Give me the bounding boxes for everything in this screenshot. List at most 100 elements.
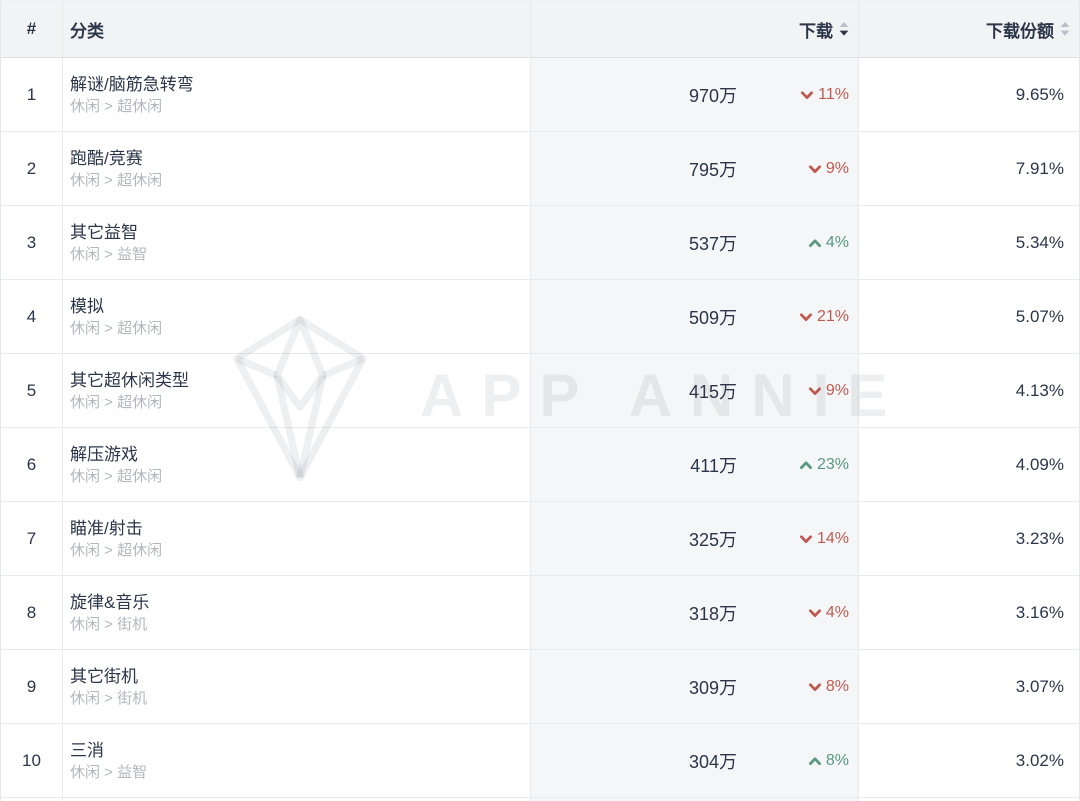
change-percent: 11%	[818, 85, 849, 103]
table-row: 9 其它街机 休闲 > 街机 309万 8% 3.07%	[1, 650, 1079, 724]
downloads-cell: 415万 9%	[531, 354, 859, 427]
category-name: 瞄准/射击	[70, 518, 143, 538]
category-name: 跑酷/竞赛	[70, 148, 143, 168]
category-cell: 解压游戏 休闲 > 超休闲	[63, 428, 531, 501]
downloads-cell: 970万 11%	[531, 58, 859, 131]
change-percent: 4%	[825, 603, 849, 621]
rank-cell: 8	[1, 576, 63, 649]
table-row: 5 其它超休闲类型 休闲 > 超休闲 415万 9% 4.13%	[1, 354, 1079, 428]
downloads-cell: 537万 4%	[531, 206, 859, 279]
sort-desc-active-icon	[839, 22, 849, 36]
rank-cell: 1	[1, 58, 63, 131]
downloads-value: 304万	[688, 751, 737, 772]
downloads-change: 9%	[737, 160, 849, 178]
downloads-value: 318万	[688, 603, 737, 624]
share-cell: 9.65%	[1015, 84, 1064, 104]
share-cell: 4.13%	[1015, 380, 1064, 400]
category-cell: 三消 休闲 > 益智	[63, 724, 531, 797]
trend-down-icon	[808, 164, 821, 173]
table-row: 10 三消 休闲 > 益智 304万 8% 3.02%	[1, 724, 1079, 798]
downloads-value: 415万	[688, 381, 737, 402]
category-path: 休闲 > 街机	[70, 689, 148, 707]
category-cell: 其它街机 休闲 > 街机	[63, 650, 531, 723]
downloads-value: 509万	[688, 307, 737, 328]
change-percent: 14%	[816, 529, 849, 547]
downloads-change: 14%	[737, 530, 849, 548]
downloads-value: 795万	[688, 159, 737, 180]
downloads-value: 411万	[690, 455, 737, 476]
downloads-change: 21%	[737, 308, 849, 326]
trend-down-icon	[808, 682, 821, 691]
downloads-cell: 411万 23%	[531, 428, 859, 501]
trend-up-icon	[808, 238, 821, 247]
share-cell: 3.23%	[1015, 528, 1064, 548]
downloads-value: 309万	[688, 677, 737, 698]
category-name: 模拟	[70, 296, 104, 316]
rank-cell: 7	[1, 502, 63, 575]
category-name: 解压游戏	[70, 444, 138, 464]
trend-down-icon	[808, 386, 821, 395]
downloads-change: 23%	[737, 456, 849, 474]
header-rank: #	[1, 1, 63, 57]
change-percent: 21%	[816, 307, 849, 325]
category-name: 旋律&音乐	[70, 592, 150, 612]
trend-up-icon	[808, 756, 821, 765]
sort-inactive-icon	[1060, 22, 1070, 36]
share-cell: 3.02%	[1015, 750, 1064, 770]
change-percent: 9%	[825, 381, 849, 399]
rank-cell: 2	[1, 132, 63, 205]
change-percent: 9%	[825, 159, 849, 177]
category-cell: 旋律&音乐 休闲 > 街机	[63, 576, 531, 649]
category-path: 休闲 > 益智	[70, 245, 148, 263]
category-name: 解谜/脑筋急转弯	[70, 74, 194, 94]
trend-down-icon	[808, 608, 821, 617]
category-name: 其它街机	[70, 666, 138, 686]
change-percent: 23%	[816, 455, 849, 473]
table-row: 6 解压游戏 休闲 > 超休闲 411万 23% 4.09%	[1, 428, 1079, 502]
rank-cell: 5	[1, 354, 63, 427]
trend-down-icon	[799, 312, 812, 321]
category-name: 其它超休闲类型	[70, 370, 189, 390]
header-category: 分类	[63, 1, 531, 57]
category-path: 休闲 > 街机	[70, 615, 148, 633]
downloads-value: 970万	[688, 85, 737, 106]
category-path: 休闲 > 益智	[70, 763, 148, 781]
downloads-change: 8%	[737, 678, 849, 696]
table-header-row: # 分类 下载 下载份额	[1, 1, 1079, 58]
rank-cell: 9	[1, 650, 63, 723]
downloads-cell: 509万 21%	[531, 280, 859, 353]
rank-cell: 10	[1, 724, 63, 797]
change-percent: 4%	[825, 233, 849, 251]
share-cell: 4.09%	[1015, 454, 1064, 474]
share-cell: 7.91%	[1015, 158, 1064, 178]
downloads-cell: 318万 4%	[531, 576, 859, 649]
downloads-change: 9%	[737, 382, 849, 400]
downloads-value: 325万	[688, 529, 737, 550]
table-row: 1 解谜/脑筋急转弯 休闲 > 超休闲 970万 11% 9.65%	[1, 58, 1079, 132]
category-path: 休闲 > 超休闲	[70, 97, 163, 115]
downloads-cell: 309万 8%	[531, 650, 859, 723]
change-percent: 8%	[825, 677, 849, 695]
share-cell: 3.07%	[1015, 676, 1064, 696]
downloads-change: 8%	[737, 752, 849, 770]
trend-down-icon	[799, 534, 812, 543]
downloads-cell: 304万 8%	[531, 724, 859, 797]
share-cell: 3.16%	[1015, 602, 1064, 622]
share-cell: 5.34%	[1015, 232, 1064, 252]
category-name: 三消	[70, 740, 104, 760]
category-path: 休闲 > 超休闲	[70, 319, 163, 337]
downloads-cell: 795万 9%	[531, 132, 859, 205]
table-row: 8 旋律&音乐 休闲 > 街机 318万 4% 3.16%	[1, 576, 1079, 650]
partial-next-row	[1, 798, 1079, 801]
category-path: 休闲 > 超休闲	[70, 541, 163, 559]
downloads-cell: 325万 14%	[531, 502, 859, 575]
category-cell: 瞄准/射击 休闲 > 超休闲	[63, 502, 531, 575]
category-cell: 模拟 休闲 > 超休闲	[63, 280, 531, 353]
share-cell: 5.07%	[1015, 306, 1064, 326]
header-category-label: 分类	[70, 21, 104, 41]
category-cell: 跑酷/竞赛 休闲 > 超休闲	[63, 132, 531, 205]
category-path: 休闲 > 超休闲	[70, 171, 163, 189]
header-downloads-sort[interactable]: 下载	[531, 1, 859, 57]
header-share-sort[interactable]: 下载份额	[859, 1, 1079, 57]
